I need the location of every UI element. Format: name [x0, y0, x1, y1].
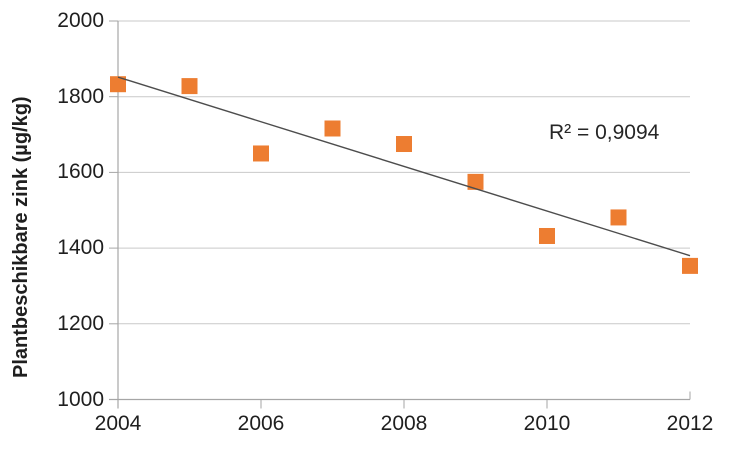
x-tick-label: 2004: [94, 412, 142, 435]
data-point-marker: [467, 173, 484, 190]
y-tick-label: 2000: [57, 9, 104, 32]
y-tick-label: 1600: [57, 160, 104, 184]
data-point-marker: [110, 76, 126, 93]
data-point-marker: [682, 257, 698, 274]
data-point-marker: [396, 136, 412, 153]
x-tick-label: 2006: [237, 412, 285, 435]
data-point-marker: [181, 78, 198, 95]
y-tick-label: 1800: [57, 84, 104, 108]
data-point-marker: [610, 209, 627, 226]
x-tick-label: 2008: [380, 412, 428, 435]
y-axis-title: Plantbeschikbare zink (µg/kg): [10, 96, 32, 378]
x-tick-label: 2010: [523, 412, 571, 435]
data-point-marker: [324, 120, 341, 137]
trendline: [117, 76, 691, 257]
data-point-marker: [253, 145, 269, 162]
x-tick-label: 2012: [666, 412, 714, 435]
data-point-marker: [539, 227, 555, 244]
y-tick-label: 1000: [57, 387, 104, 411]
y-tick-label: 1200: [57, 311, 104, 335]
r-squared-label: R² = 0,9094: [549, 121, 660, 144]
y-tick-label: 1400: [57, 236, 104, 260]
